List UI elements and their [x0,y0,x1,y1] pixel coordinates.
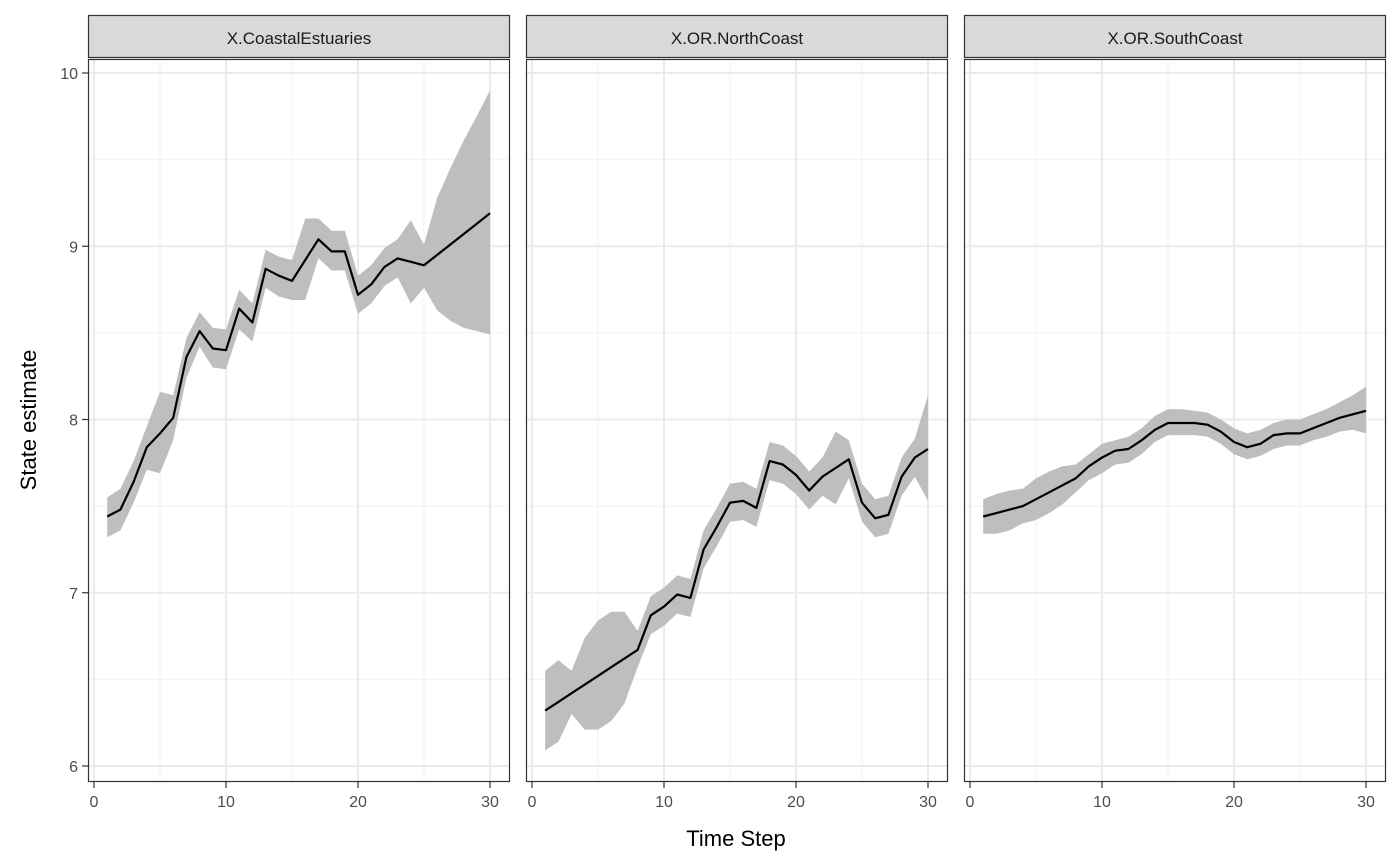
facet-strip [87,14,511,59]
facet-strip-label: X.OR.NorthCoast [671,29,804,48]
x-tick-label: 10 [1093,794,1111,811]
x-tick-label: 30 [919,794,937,811]
y-tick-label: 7 [69,586,78,603]
x-tick-label: 30 [481,794,499,811]
facet-panel: X.OR.SouthCoast 0 10 20 30 [963,14,1387,811]
facet-strip [525,14,949,59]
facet-panel: X.OR.NorthCoast 0 10 20 30 [525,14,949,811]
x-tick-label: 0 [528,794,537,811]
panel-border [87,58,511,783]
y-tick-label: 10 [60,66,78,83]
facet-strip-label: X.CoastalEstuaries [227,29,372,48]
x-tick-label: 20 [1225,794,1243,811]
y-tick-label: 6 [69,759,78,776]
x-tick-label: 30 [1357,794,1375,811]
x-tick-label: 0 [90,794,99,811]
facet-strip [963,14,1387,59]
facet-panel: X.CoastalEstuaries 0 10 20 30 6 7 8 9 10 [60,14,511,811]
x-tick-label: 20 [787,794,805,811]
state-estimate-line [106,212,491,518]
x-tick-label: 10 [217,794,235,811]
y-axis-title: State estimate [16,350,41,491]
y-tick-label: 8 [69,413,78,430]
state-estimate-line [544,448,929,712]
facet-strip-label: X.OR.SouthCoast [1107,29,1242,48]
x-tick-label: 0 [966,794,975,811]
panel-border [525,58,949,783]
state-estimate-line [982,409,1367,518]
y-tick-label: 9 [69,239,78,256]
panel-border [963,58,1387,783]
confidence-ribbon [983,386,1366,534]
confidence-ribbon [545,395,928,751]
x-tick-label: 10 [655,794,673,811]
x-axis-title: Time Step [686,826,785,851]
x-tick-label: 20 [349,794,367,811]
